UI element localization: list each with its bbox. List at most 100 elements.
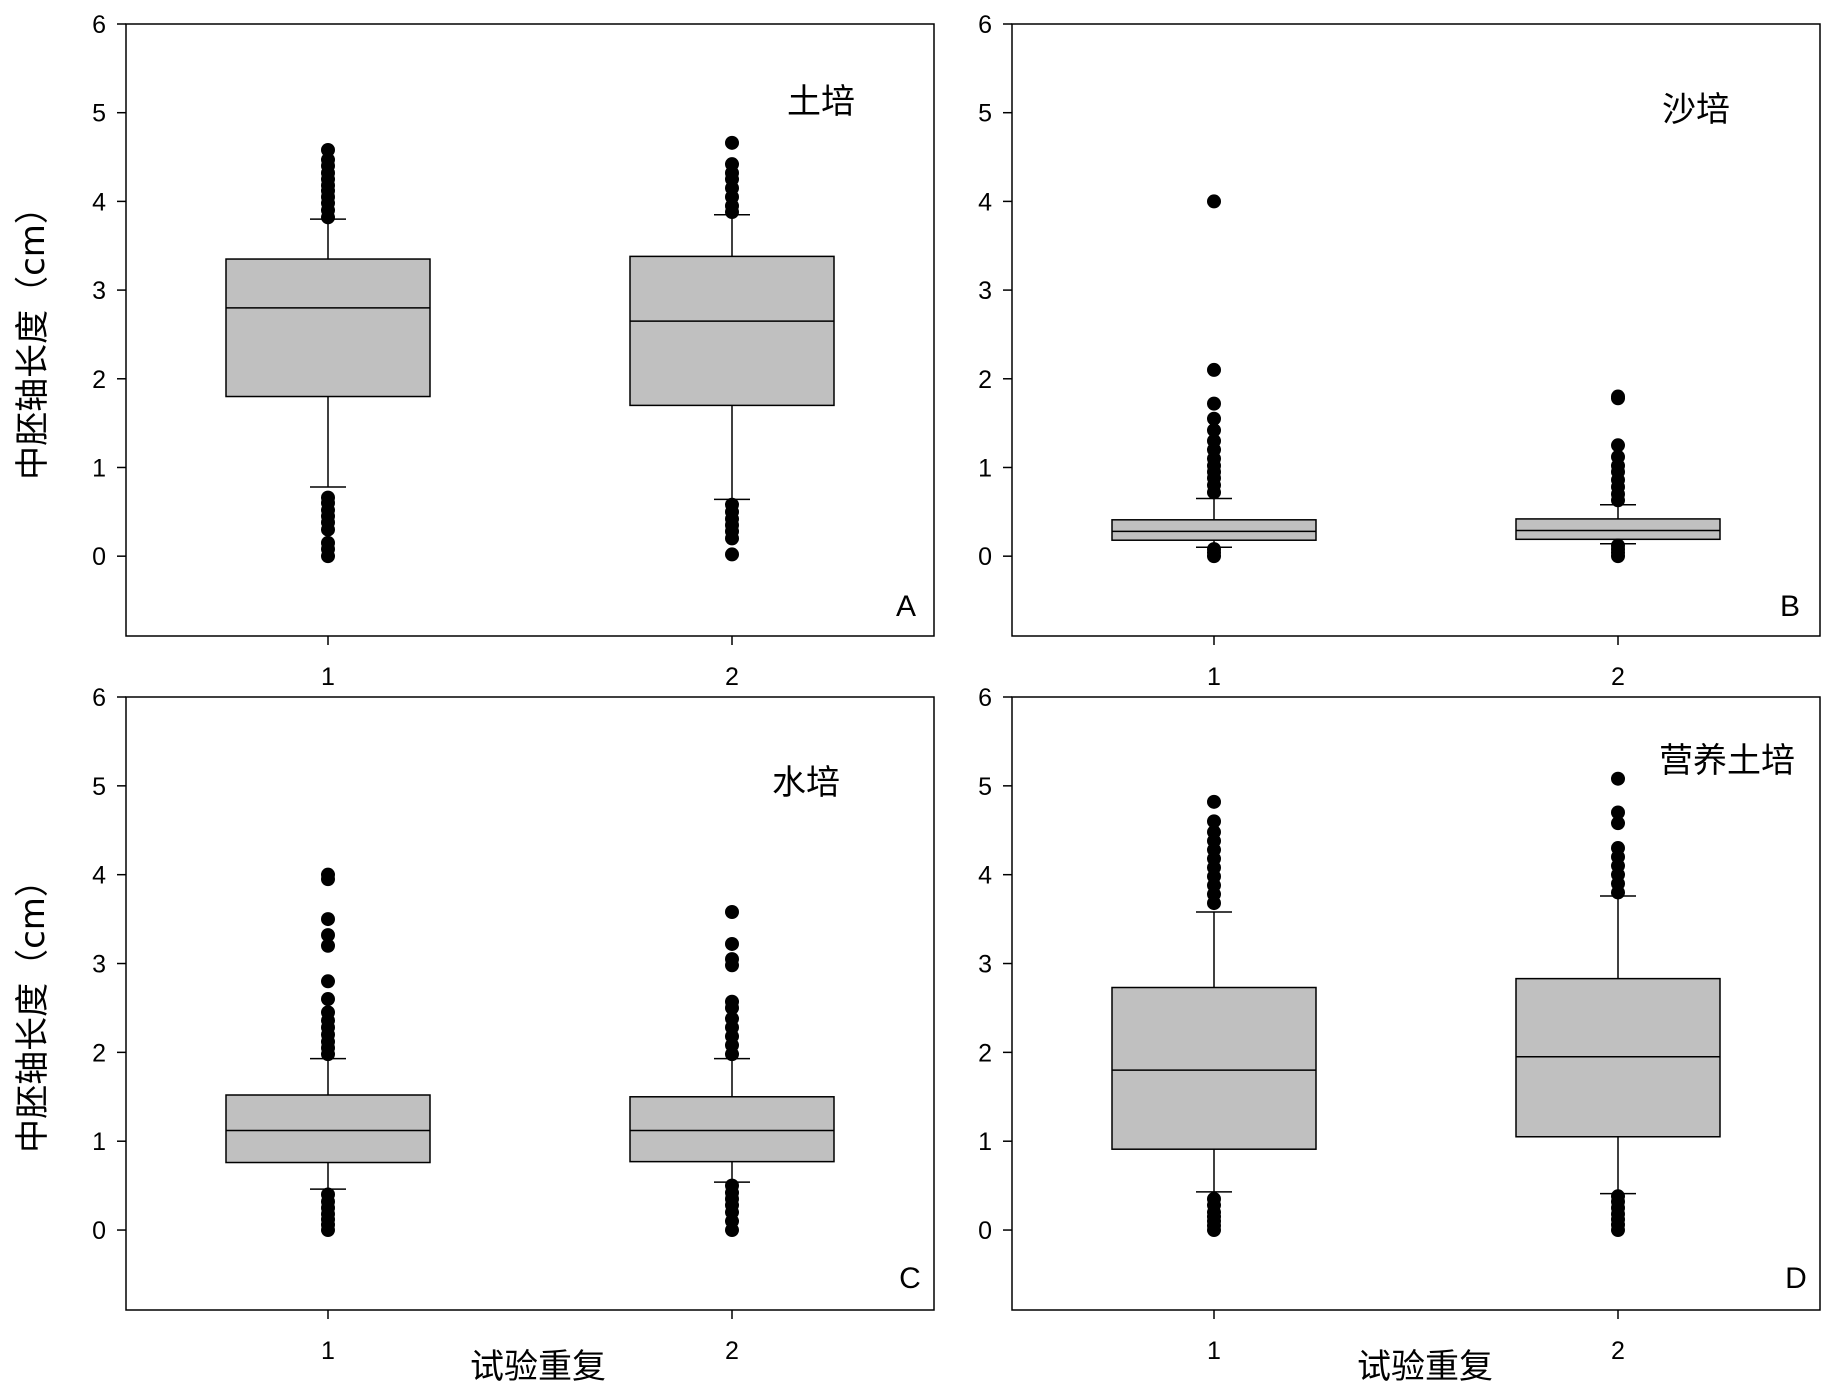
panel-c-ytick-label: 3 xyxy=(92,951,106,979)
panel-d-outlier-point xyxy=(1611,1189,1625,1204)
y-axis-label-top: 中胚轴长度（cm） xyxy=(13,190,53,480)
panel-a-outlier-point xyxy=(321,142,335,157)
panel-d-xtick-label: 1 xyxy=(1207,1337,1221,1365)
panel-a-outlier-point xyxy=(725,547,739,562)
panel-b-outlier-point xyxy=(1611,438,1625,453)
panel-c-outlier-point xyxy=(725,952,739,967)
panel-b-ytick-label: 5 xyxy=(978,100,992,128)
panel-a-ytick-label: 6 xyxy=(92,11,106,39)
panel-a-box-1 xyxy=(225,258,431,398)
panel-c-outlier-point xyxy=(321,1005,335,1020)
panel-b-outlier-point xyxy=(1611,538,1625,553)
panel-a-outlier-point xyxy=(321,490,335,505)
panel-c-xtick-label: 2 xyxy=(725,1337,739,1365)
panel-a-letter: A xyxy=(896,590,916,623)
panel-d-box-2 xyxy=(1515,977,1721,1138)
panel-a-ytick-label: 4 xyxy=(92,188,106,216)
panel-c-ytick-label: 2 xyxy=(92,1039,106,1067)
panel-c-outlier-point xyxy=(725,936,739,951)
panel-d-outlier-point xyxy=(1207,814,1221,829)
panel-b-outlier-point xyxy=(1207,362,1221,377)
panel-b-outlier-point xyxy=(1207,433,1221,448)
panel-a-outlier-point xyxy=(321,152,335,167)
panel-b-box-2 xyxy=(1515,518,1721,541)
panel-b-xtick-label: 1 xyxy=(1207,663,1221,691)
panel-d-outlier-point xyxy=(1207,1191,1221,1206)
panel-c-outlier-point xyxy=(321,928,335,943)
panel-a-ytick-label: 0 xyxy=(92,543,106,571)
panel-a-title: 土培 xyxy=(787,82,855,122)
panel-a-box-2 xyxy=(629,255,835,407)
panel-c-outlier-point xyxy=(725,1011,739,1026)
panel-d-title: 营养土培 xyxy=(1659,741,1795,781)
panel-c-ytick-label: 5 xyxy=(92,773,106,801)
panel-b-outlier-point xyxy=(1611,449,1625,464)
panel-c-box-2 xyxy=(629,1096,835,1163)
panel-d-outlier-point xyxy=(1207,825,1221,840)
panel-a-xtick-label: 2 xyxy=(725,663,739,691)
panel-b-ytick-label: 2 xyxy=(978,366,992,394)
panel-b-frame xyxy=(1011,23,1821,637)
panel-c-outlier-point xyxy=(321,1187,335,1202)
panel-c-outlier-point xyxy=(321,912,335,927)
panel-d-outlier-point xyxy=(1611,771,1625,786)
panel-c-outlier-point xyxy=(725,1178,739,1193)
panel-d-xtick-label: 2 xyxy=(1611,1337,1625,1365)
panel-a-outlier-point xyxy=(321,535,335,550)
panel-b-ytick-label: 3 xyxy=(978,277,992,305)
panel-b-box-1 xyxy=(1111,519,1317,541)
panel-c-ytick-label: 6 xyxy=(92,684,106,712)
panel-b-outlier-point xyxy=(1207,396,1221,411)
panel-c-box-1 xyxy=(225,1094,431,1164)
panel-c-xtick-label: 1 xyxy=(321,1337,335,1365)
panel-b-ytick-label: 4 xyxy=(978,188,992,216)
panel-b-outlier-point xyxy=(1207,411,1221,426)
panels-layer: 0 1 2 3 4 5 6 1 2 土培 A 0 1 2 3 4 5 6 1 2 沙培 B 0 1 2 3 4 5 6 1 2 水培 C 0 1 2 3… xyxy=(92,11,1821,1365)
panel-c-frame xyxy=(125,696,935,1311)
panel-c-outlier-point xyxy=(321,938,335,953)
panel-c-ytick-label: 0 xyxy=(92,1217,106,1245)
panel-d-ytick-label: 5 xyxy=(978,773,992,801)
panel-a-ytick-label: 1 xyxy=(92,454,106,482)
panel-c-outlier-point xyxy=(725,994,739,1009)
panel-b-ytick-label: 6 xyxy=(978,11,992,39)
panel-b-outlier-point xyxy=(1207,194,1221,209)
panel-a-frame xyxy=(125,23,935,637)
panel-d-ytick-label: 2 xyxy=(978,1039,992,1067)
panel-b-ytick-label: 0 xyxy=(978,543,992,571)
panel-a-outlier-point xyxy=(725,497,739,512)
panel-d-letter: D xyxy=(1785,1262,1807,1295)
panel-c-outlier-point xyxy=(321,867,335,882)
panel-b-outlier-point xyxy=(1207,423,1221,438)
panel-b-outlier-point xyxy=(1611,389,1625,404)
panel-c-letter: C xyxy=(899,1262,921,1295)
panel-d-ytick-label: 6 xyxy=(978,684,992,712)
panel-d-ytick-label: 4 xyxy=(978,862,992,890)
x-axis-label-right: 试验重复 xyxy=(1357,1347,1493,1387)
panel-b-xtick-label: 2 xyxy=(1611,663,1625,691)
panel-d-ytick-label: 3 xyxy=(978,951,992,979)
panel-d-ytick-label: 0 xyxy=(978,1217,992,1245)
panel-c-outlier-point xyxy=(321,974,335,989)
panel-c-outlier-point xyxy=(321,992,335,1007)
y-axis-label-bottom: 中胚轴长度（cm） xyxy=(13,863,53,1153)
panel-c-title: 水培 xyxy=(772,763,840,803)
panel-d-box-1 xyxy=(1111,986,1317,1150)
panel-a-outlier-point xyxy=(725,157,739,172)
panel-d-outlier-point xyxy=(1611,816,1625,831)
panel-a-ytick-label: 2 xyxy=(92,366,106,394)
panel-d-outlier-point xyxy=(1207,794,1221,809)
panel-d-ytick-label: 1 xyxy=(978,1128,992,1156)
panel-d-outlier-point xyxy=(1611,841,1625,856)
panel-b-title: 沙培 xyxy=(1662,90,1730,130)
panel-d-outlier-point xyxy=(1611,805,1625,820)
panel-d-frame xyxy=(1011,696,1821,1311)
panel-b-letter: B xyxy=(1780,590,1800,623)
panel-c-ytick-label: 1 xyxy=(92,1128,106,1156)
panel-a-ytick-label: 3 xyxy=(92,277,106,305)
x-axis-label-left: 试验重复 xyxy=(470,1347,606,1387)
panel-b-outlier-point xyxy=(1207,542,1221,557)
panel-c-ytick-label: 4 xyxy=(92,862,106,890)
panel-a-outlier-point xyxy=(725,135,739,150)
